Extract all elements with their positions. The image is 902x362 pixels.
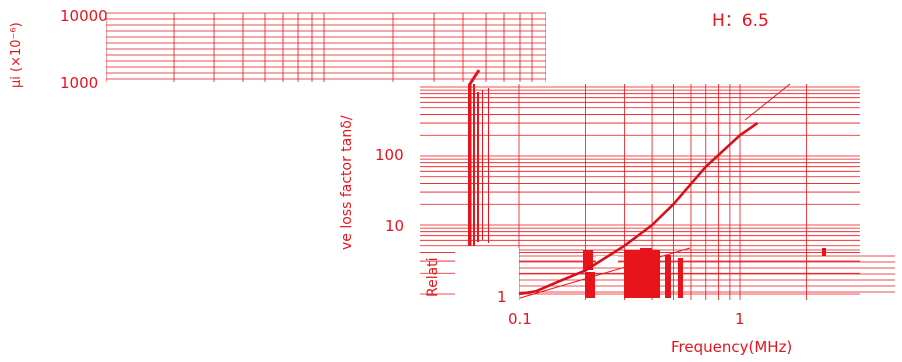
glitch-block bbox=[678, 258, 683, 298]
y-tick-label: 1 bbox=[497, 288, 507, 306]
y-axis-label-fragment-middle: ve loss factor tanδ/ bbox=[339, 115, 355, 250]
x-tick-label: 0.1 bbox=[508, 310, 532, 328]
mask bbox=[546, 0, 902, 84]
y-axis-label-fragment-top: μi (×10⁻⁶) bbox=[9, 22, 24, 88]
y-tick-label: 10 bbox=[385, 217, 404, 235]
glitch-block bbox=[822, 248, 826, 256]
mask bbox=[0, 0, 106, 84]
x-tick-label: 1 bbox=[735, 310, 745, 328]
mask bbox=[860, 84, 902, 254]
glitch-block bbox=[583, 250, 593, 270]
y-tick-label: 1000 bbox=[60, 74, 98, 92]
glitch-stroke bbox=[744, 83, 791, 121]
chart-title: H：6.5 bbox=[712, 11, 769, 31]
y-tick-label: 10000 bbox=[60, 7, 108, 25]
mask bbox=[300, 82, 420, 102]
series-line-0 bbox=[518, 122, 759, 296]
glitch-bar bbox=[473, 84, 475, 246]
glitch-block bbox=[665, 255, 671, 298]
mask bbox=[455, 248, 519, 300]
mask bbox=[0, 84, 420, 362]
glitch-bar bbox=[488, 88, 489, 243]
glitch-bar bbox=[477, 92, 479, 242]
glitch-bar bbox=[482, 90, 483, 240]
glitch-stroke bbox=[519, 247, 691, 299]
y-axis-label-fragment-bottom: Relati bbox=[425, 257, 441, 297]
mask bbox=[596, 256, 618, 266]
glitch-block bbox=[585, 272, 595, 298]
x-axis-label: Frequency(MHz) bbox=[671, 338, 792, 356]
glitch-block bbox=[640, 248, 652, 256]
y-tick-label: 100 bbox=[375, 146, 404, 164]
mask bbox=[420, 300, 900, 362]
glitch-stroke bbox=[468, 69, 481, 246]
glitch-block bbox=[624, 250, 660, 298]
series-layer bbox=[518, 122, 759, 296]
